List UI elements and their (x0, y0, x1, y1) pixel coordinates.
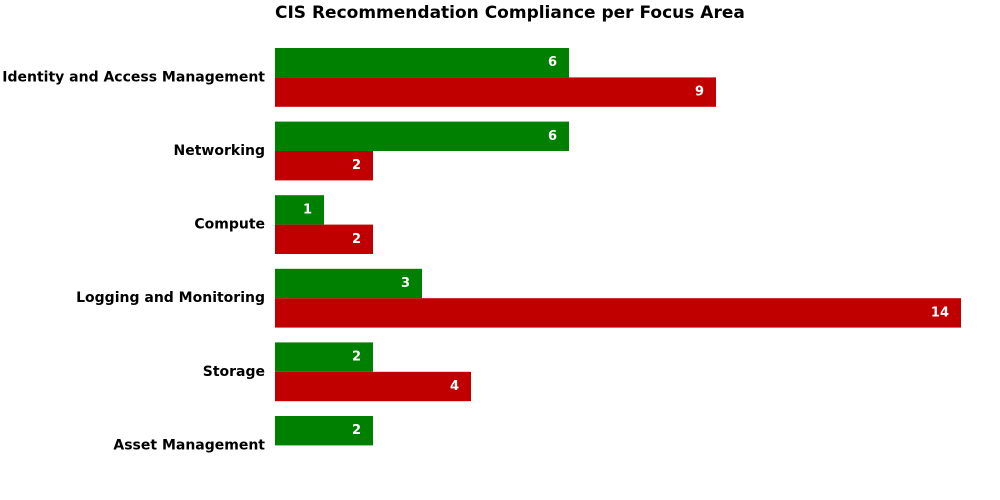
chart-title: CIS Recommendation Compliance per Focus … (275, 3, 745, 23)
bar-value-label-logging-and-monitoring-series-1: 3 (401, 276, 410, 291)
category-label-networking: Networking (174, 143, 265, 159)
bar-storage-series-1 (275, 342, 373, 372)
category-label-asset-management: Asset Management (113, 437, 265, 453)
bar-value-label-logging-and-monitoring-series-2: 14 (931, 305, 949, 320)
bar-value-label-compute-series-2: 2 (352, 232, 361, 247)
category-label-storage: Storage (203, 364, 265, 380)
bar-compute-series-2 (275, 224, 373, 254)
data-labels: 6 9 6 2 1 2 3 14 2 4 2 (303, 55, 949, 438)
bar-value-label-storage-series-2: 4 (450, 379, 459, 394)
bar-networking-series-2 (275, 151, 373, 181)
bar-value-label-storage-series-1: 2 (352, 350, 361, 365)
bar-value-label-asset-management-series-1: 2 (352, 423, 361, 438)
bar-compute-series-1 (275, 195, 324, 225)
bar-identity-and-access-management-series-2 (275, 77, 716, 107)
bar-identity-and-access-management-series-1 (275, 48, 569, 78)
bar-asset-management-series-1 (275, 416, 373, 446)
bars (275, 48, 961, 446)
category-label-identity-and-access-management: Identity and Access Management (2, 69, 265, 85)
bar-networking-series-1 (275, 121, 569, 151)
category-label-compute: Compute (194, 217, 265, 233)
bar-logging-and-monitoring-series-2 (275, 298, 961, 328)
bar-value-label-identity-and-access-management-series-1: 6 (548, 55, 557, 70)
category-label-logging-and-monitoring: Logging and Monitoring (76, 290, 265, 306)
bar-value-label-networking-series-2: 2 (352, 158, 361, 173)
bar-value-label-networking-series-1: 6 (548, 129, 557, 144)
bar-storage-series-2 (275, 371, 471, 402)
bar-value-label-compute-series-1: 1 (303, 202, 312, 217)
bar-logging-and-monitoring-series-1 (275, 268, 422, 299)
category-labels: Identity and Access Management Networking… (2, 69, 265, 453)
bar-value-label-identity-and-access-management-series-2: 9 (695, 85, 704, 100)
